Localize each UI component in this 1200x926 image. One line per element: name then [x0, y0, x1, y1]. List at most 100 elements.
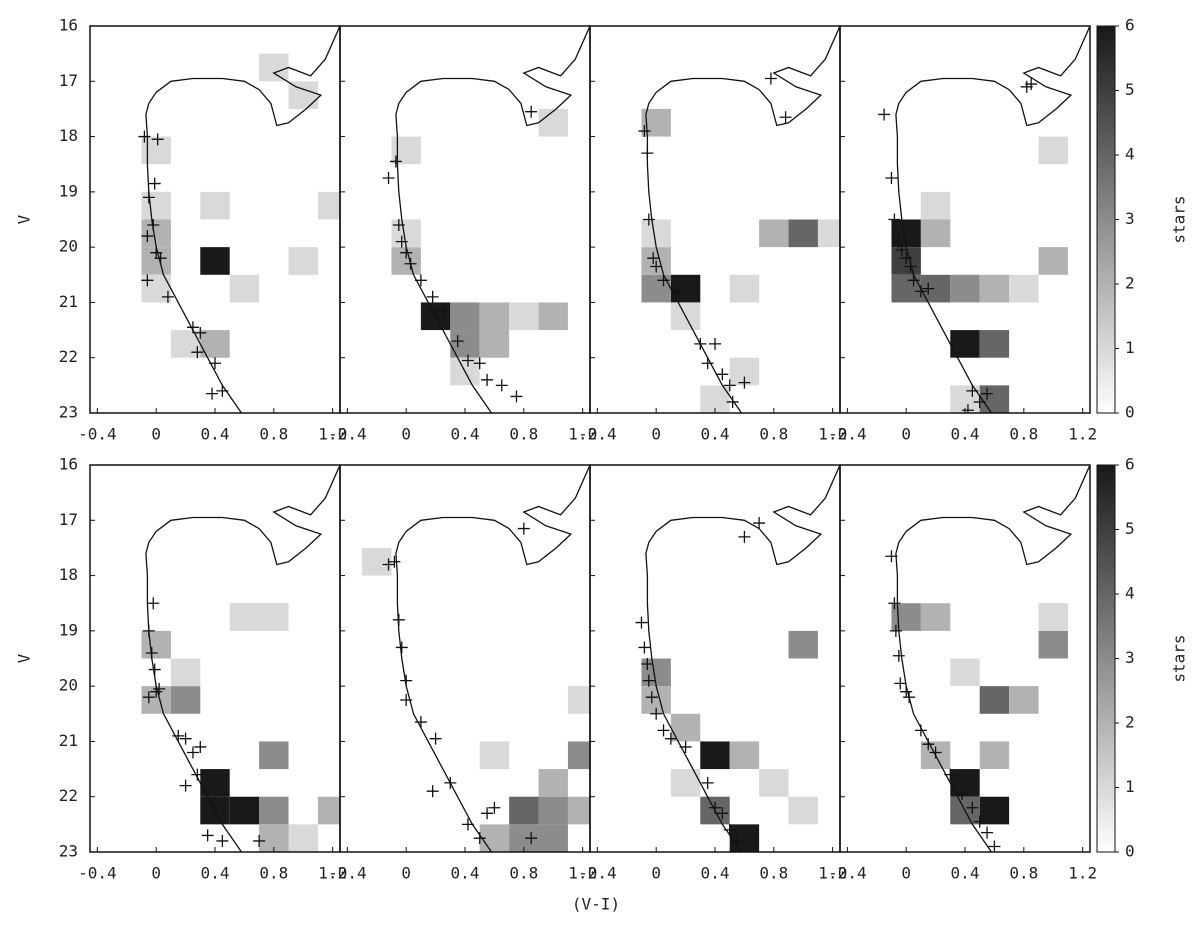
- panel: -0.4 0 0.4 0.8 1.2: [578, 25, 847, 444]
- colorbar-step: [1097, 329, 1115, 337]
- colorbar-step: [1097, 516, 1115, 524]
- star-cross: [206, 387, 219, 400]
- colorbar-step: [1097, 555, 1115, 563]
- colorbar-step: [1097, 213, 1115, 220]
- star-cross: [426, 290, 439, 303]
- x-tick-label: 0: [401, 425, 411, 444]
- hess-cell: [920, 219, 951, 248]
- hess-cell: [920, 191, 951, 220]
- star-cross: [141, 230, 154, 243]
- colorbar-step: [1097, 774, 1115, 782]
- star-cross: [473, 357, 486, 370]
- colorbar-tick-label: 1: [1125, 777, 1135, 796]
- star-cross: [150, 685, 163, 698]
- star-cross: [148, 663, 161, 676]
- hess-cell: [538, 769, 568, 797]
- hess-cell: [979, 274, 1010, 303]
- colorbar-step: [1097, 703, 1115, 711]
- colorbar-step: [1097, 806, 1115, 814]
- colorbar-step: [1097, 793, 1115, 801]
- colorbar-step: [1097, 826, 1115, 834]
- star-cross: [903, 691, 916, 704]
- star-cross: [414, 716, 427, 729]
- hess-cell: [759, 219, 789, 248]
- colorbar-step: [1097, 548, 1115, 556]
- star-cross: [988, 840, 1001, 852]
- star-cross: [201, 829, 214, 842]
- colorbar-tick-label: 0: [1125, 403, 1135, 422]
- hess-cell: [1009, 274, 1039, 303]
- colorbar-step: [1097, 477, 1115, 485]
- star-cross: [888, 213, 901, 226]
- hess-cell: [259, 741, 289, 770]
- hess-cell: [170, 686, 201, 714]
- star-cross: [638, 641, 651, 654]
- star-cross: [944, 768, 957, 781]
- star-cross: [461, 354, 474, 367]
- colorbar-step: [1097, 664, 1115, 672]
- hess-cell: [950, 274, 980, 303]
- colorbar-step: [1097, 684, 1115, 692]
- hess-cell: [170, 330, 201, 358]
- star-cross: [151, 133, 164, 146]
- hess-cell: [141, 136, 171, 165]
- star-cross: [525, 832, 538, 845]
- colorbar-step: [1097, 167, 1115, 175]
- star-cross: [382, 172, 395, 185]
- star-cross: [641, 147, 654, 160]
- x-tick-label: -0.4: [578, 425, 617, 444]
- colorbar-step: [1097, 400, 1115, 408]
- colorbar-step: [1097, 723, 1115, 730]
- colorbar-step: [1097, 387, 1115, 395]
- hess-cell: [567, 686, 590, 714]
- colorbar-step: [1097, 296, 1115, 304]
- colorbar-step: [1097, 303, 1115, 311]
- hess-cell: [479, 302, 510, 331]
- colorbar-tick-label: 5: [1125, 519, 1135, 538]
- colorbar-step: [1097, 613, 1115, 621]
- colorbar-step: [1097, 26, 1115, 33]
- star-cross: [161, 290, 174, 303]
- colorbar-tick-label: 1: [1125, 338, 1135, 357]
- star-cross: [154, 252, 167, 265]
- colorbar-step: [1097, 677, 1115, 685]
- star-cross: [388, 555, 401, 568]
- star-cross: [764, 72, 777, 85]
- star-cross: [647, 252, 660, 265]
- y-axis-label: V: [15, 653, 34, 663]
- star-cross: [641, 658, 654, 671]
- colorbar-step: [1097, 251, 1115, 259]
- star-cross: [142, 691, 155, 704]
- star-cross: [517, 522, 530, 535]
- y-tick-label: 20: [59, 676, 78, 695]
- colorbar-step: [1097, 322, 1115, 330]
- star-cross: [461, 818, 474, 831]
- star-cross: [147, 597, 160, 610]
- star-cross: [642, 674, 655, 687]
- x-tick-label: 0: [651, 425, 661, 444]
- y-tick-label: 21: [59, 731, 78, 750]
- star-cross: [179, 732, 192, 745]
- star-cross: [907, 274, 920, 287]
- hess-cell: [1009, 686, 1039, 714]
- colorbar-label: stars: [1170, 634, 1189, 682]
- colorbar-step: [1097, 781, 1115, 788]
- star-cross: [142, 624, 155, 637]
- isochrone: [145, 465, 340, 852]
- hess-cell: [759, 769, 789, 797]
- star-cross: [709, 337, 721, 350]
- star-cross: [723, 823, 736, 836]
- y-axis-label: V: [15, 214, 34, 224]
- star-cross: [716, 807, 729, 820]
- y-tick-label: 20: [59, 237, 78, 256]
- star-cross: [186, 746, 199, 759]
- isochrone: [645, 26, 840, 413]
- star-cross: [510, 390, 523, 403]
- star-cross: [186, 321, 199, 334]
- x-tick-label: 1.2: [818, 425, 847, 444]
- star-cross: [426, 785, 439, 798]
- star-cross: [194, 326, 207, 339]
- panel: -0.4 0 0.4 0.8 1.2: [328, 464, 597, 883]
- colorbar-step: [1097, 587, 1115, 595]
- plot-area: [138, 26, 340, 413]
